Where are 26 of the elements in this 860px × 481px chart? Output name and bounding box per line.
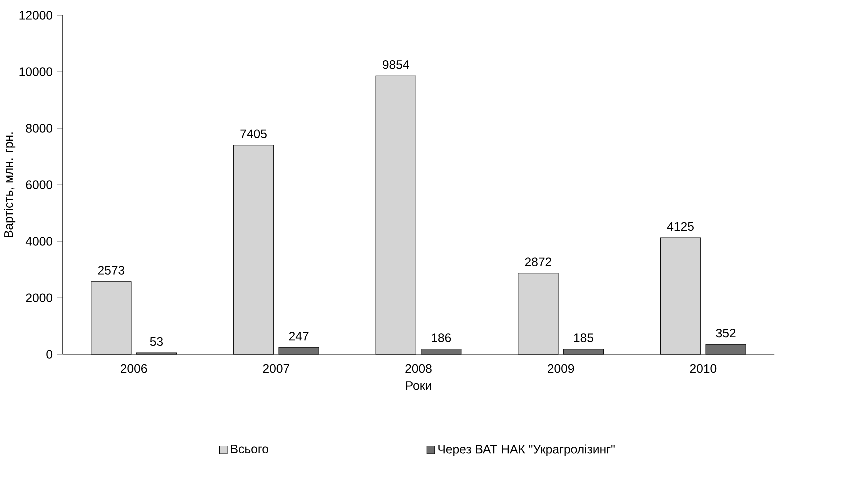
data-label: 9854 [383, 60, 410, 70]
data-label: 186 [432, 333, 452, 342]
data-label: 7405 [240, 130, 267, 138]
legend-label: Всього [231, 444, 268, 454]
data-label: 53 [150, 337, 164, 346]
x-tick-label: 2007 [263, 364, 290, 373]
legend-label: Через ВАТ НАК "Украгролізинг" [438, 444, 615, 456]
data-label: 247 [289, 332, 309, 340]
y-tick-label: 2000 [26, 294, 53, 302]
x-tick-label: 2010 [690, 364, 717, 373]
data-label: 352 [716, 328, 736, 338]
x-axis-title: Роки [406, 381, 432, 390]
x-tick-label: 2006 [121, 364, 148, 373]
data-label: 2872 [525, 258, 552, 266]
y-tick-label: 10000 [20, 68, 53, 76]
y-tick-label: 6000 [26, 180, 53, 190]
y-tick-label: 8000 [26, 124, 53, 133]
data-label: 4125 [667, 222, 694, 231]
y-tick-label: 4000 [26, 237, 53, 246]
data-label: 2573 [98, 266, 125, 275]
x-tick-label: 2009 [548, 364, 574, 373]
data-label: 185 [574, 334, 594, 342]
y-tick-label: 12000 [20, 11, 53, 20]
y-axis-title: Вартість, млн. грн. [4, 132, 16, 238]
y-tick-label: 0 [46, 350, 53, 359]
x-tick-label: 2008 [406, 364, 432, 373]
